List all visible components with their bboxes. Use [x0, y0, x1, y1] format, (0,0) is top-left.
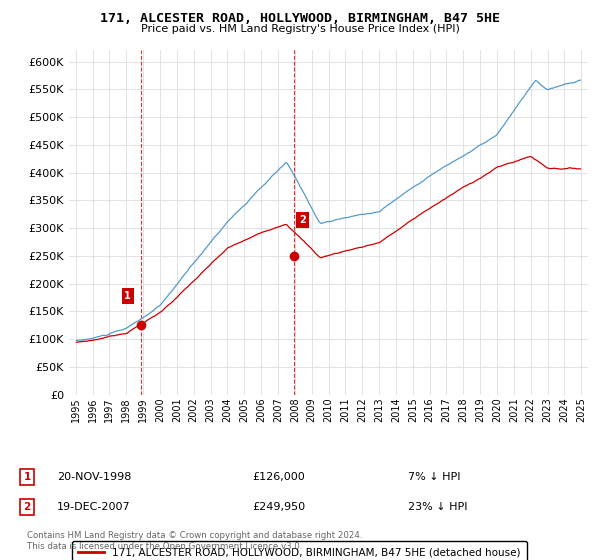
- Text: 2: 2: [299, 215, 306, 225]
- Text: Price paid vs. HM Land Registry's House Price Index (HPI): Price paid vs. HM Land Registry's House …: [140, 24, 460, 34]
- Text: 1: 1: [124, 291, 131, 301]
- Legend: 171, ALCESTER ROAD, HOLLYWOOD, BIRMINGHAM, B47 5HE (detached house), HPI: Averag: 171, ALCESTER ROAD, HOLLYWOOD, BIRMINGHA…: [71, 541, 527, 560]
- Text: Contains HM Land Registry data © Crown copyright and database right 2024.
This d: Contains HM Land Registry data © Crown c…: [27, 530, 362, 552]
- Text: 7% ↓ HPI: 7% ↓ HPI: [408, 472, 461, 482]
- Text: 19-DEC-2007: 19-DEC-2007: [57, 502, 131, 512]
- Text: 23% ↓ HPI: 23% ↓ HPI: [408, 502, 467, 512]
- Text: 2: 2: [23, 502, 31, 512]
- Text: 171, ALCESTER ROAD, HOLLYWOOD, BIRMINGHAM, B47 5HE: 171, ALCESTER ROAD, HOLLYWOOD, BIRMINGHA…: [100, 12, 500, 25]
- Text: £126,000: £126,000: [252, 472, 305, 482]
- Text: 20-NOV-1998: 20-NOV-1998: [57, 472, 131, 482]
- Text: 1: 1: [23, 472, 31, 482]
- Text: £249,950: £249,950: [252, 502, 305, 512]
